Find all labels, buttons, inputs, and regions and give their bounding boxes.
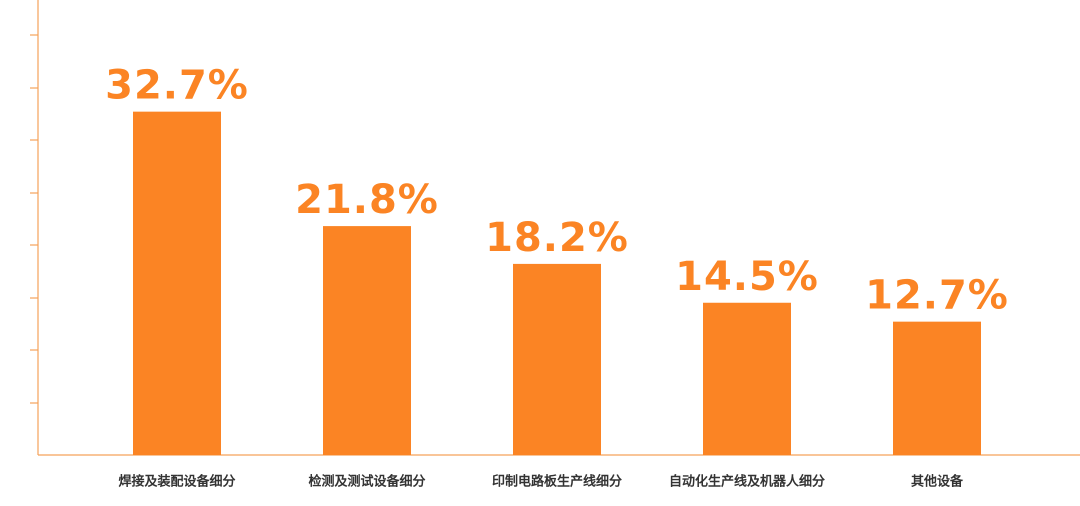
bar <box>513 263 601 455</box>
x-tick-label: 焊接及装配设备细分 <box>118 474 235 490</box>
value-label: 14.5% <box>675 254 819 300</box>
value-label: 21.8% <box>295 177 439 223</box>
x-tick-label: 印制电路板生产线细分 <box>492 474 622 490</box>
bar <box>323 226 411 455</box>
bar <box>893 321 981 455</box>
value-label: 12.7% <box>865 273 1009 319</box>
bar <box>133 111 221 456</box>
bar <box>703 302 791 455</box>
value-label: 18.2% <box>485 215 629 261</box>
x-tick-label: 检测及测试设备细分 <box>308 474 425 490</box>
x-tick-label: 自动化生产线及机器人细分 <box>669 474 825 490</box>
value-label: 32.7% <box>105 63 249 109</box>
x-tick-label: 其他设备 <box>911 474 964 490</box>
